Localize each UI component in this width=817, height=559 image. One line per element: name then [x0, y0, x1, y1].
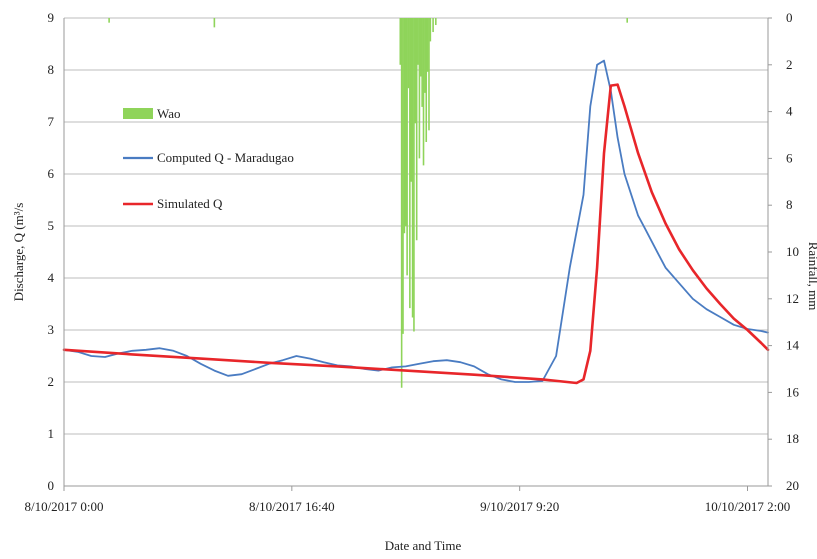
y2-tick-label: 16: [786, 384, 800, 399]
x-tick-label: 9/10/2017 9:20: [480, 499, 559, 514]
x-tick-label: 10/10/2017 2:00: [705, 499, 791, 514]
y2-tick-label: 10: [786, 244, 799, 259]
y-tick-label: 3: [48, 322, 55, 337]
legend: Wao Computed Q - Maradugao Simulated Q: [123, 106, 294, 211]
y2-tick-label: 12: [786, 291, 799, 306]
y2-tick-label: 0: [786, 10, 793, 25]
y-tick-label: 6: [48, 166, 55, 181]
y-tick-label: 9: [48, 10, 55, 25]
series-lines: [62, 59, 770, 385]
y-tick-label: 8: [48, 62, 55, 77]
legend-label-computed: Computed Q - Maradugao: [157, 150, 294, 165]
y2-tick-label: 2: [786, 57, 793, 72]
legend-swatch-wao: [123, 108, 153, 119]
y2-tick-label: 8: [786, 197, 793, 212]
y2-tick-label: 20: [786, 478, 799, 493]
y-axis-title: Discharge, Q (m³/s: [11, 203, 26, 302]
computed-q-line: [63, 59, 769, 383]
simulated-q-line: [62, 83, 770, 385]
y2-tick-label: 14: [786, 338, 800, 353]
y-tick-label: 7: [48, 114, 55, 129]
y-tick-label: 4: [48, 270, 55, 285]
legend-label-wao: Wao: [157, 106, 181, 121]
x-tick-label: 8/10/2017 0:00: [24, 499, 103, 514]
x-tick-label: 8/10/2017 16:40: [249, 499, 335, 514]
y-tick-label: 0: [48, 478, 55, 493]
y2-tick-label: 6: [786, 150, 793, 165]
rainfall-bars: [108, 18, 629, 388]
y-tick-label: 2: [48, 374, 55, 389]
legend-label-simulated: Simulated Q: [157, 196, 223, 211]
x-axis-title: Date and Time: [385, 538, 462, 553]
y2-axis-title: Rainfall, mm: [806, 242, 817, 311]
y-tick-label: 1: [48, 426, 55, 441]
y2-tick-label: 4: [786, 104, 793, 119]
y-tick-label: 5: [48, 218, 55, 233]
y2-tick-label: 18: [786, 431, 799, 446]
